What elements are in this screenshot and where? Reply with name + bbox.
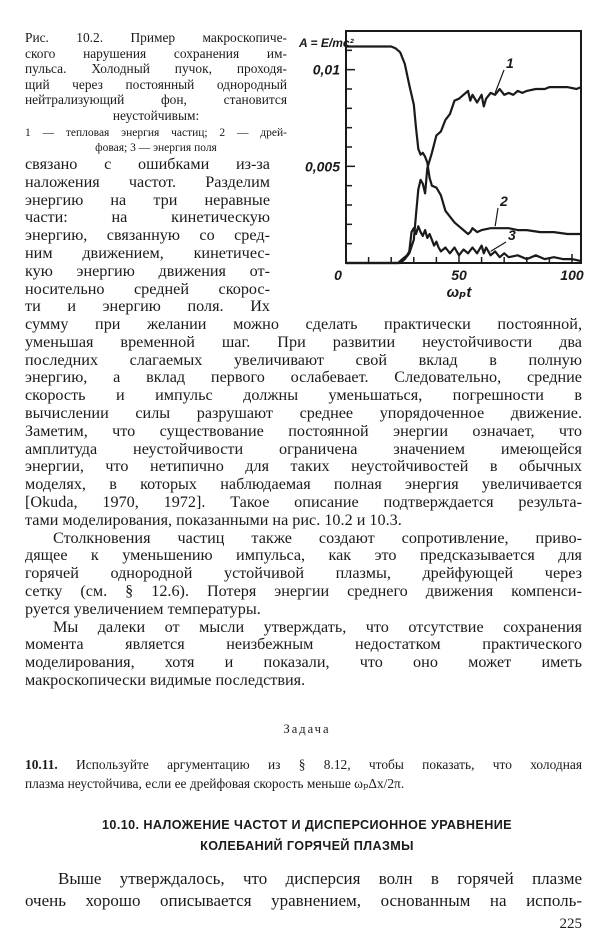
text-line: тами моделирования, показанными на рис. … <box>25 510 402 529</box>
text-line: руется увеличением температуры. <box>25 599 261 618</box>
text-line: ним движением, кинетичес- <box>25 243 270 262</box>
text-line: части: на кинетическую <box>25 208 270 227</box>
caption-legend-line: 1 — тепловая энергия частиц; 2 — дрей- <box>25 126 287 139</box>
caption-line: пульса. Холодный пучок, проходя- <box>25 61 287 77</box>
text-line: Мы далеки от мысли утверждать, что отсут… <box>53 617 582 636</box>
page-number: 225 <box>559 916 583 932</box>
section-heading-line: 10.10. НАЛОЖЕНИЕ ЧАСТОТ И ДИСПЕРСИОННОЕ … <box>102 818 512 832</box>
y-axis-label: A = E/mc² <box>298 36 355 50</box>
series-line-3 <box>346 225 582 265</box>
text-line: [Okuda, 1970, 1972]. Такое описание подт… <box>25 492 582 511</box>
text-line: моделях, в которых наблюдаемая полная эн… <box>25 475 582 494</box>
body-text-narrow: связано с ошибками из-за наложения частот… <box>25 155 270 316</box>
text-line: ти и энергию поля. Их <box>25 297 270 316</box>
section-heading: 10.10. НАЛОЖЕНИЕ ЧАСТОТ И ДИСПЕРСИОННОЕ … <box>0 815 614 857</box>
text-line: очень хорошо описывается уравнением, осн… <box>25 890 582 910</box>
curve-label-leader <box>494 207 499 227</box>
curve-label-leader <box>494 69 505 94</box>
caption-legend-line: фовая; 3 — энергия поля <box>95 142 217 155</box>
y-tick-label: 0,01 <box>313 62 340 78</box>
text-line: дящее к уменьшению импульса, как это пре… <box>25 546 582 565</box>
curve-label: 1 <box>506 55 514 71</box>
text-line: носительно средней скорос- <box>25 279 270 298</box>
curve-label: 2 <box>499 193 508 209</box>
text-line: уменьшая временной шаг. При развитии неу… <box>25 332 582 351</box>
y-tick-label: 0,005 <box>305 158 340 174</box>
text-line: энергию, связанную со сред- <box>25 226 270 245</box>
energy-chart: A = E/mc² 0,005 0,01 0 50 100 ωₚt 1 2 3 <box>298 30 584 301</box>
text-line: амплитуда неустойчивости ограничена знач… <box>25 439 582 458</box>
text-line: Столкновения частиц также создают сопрот… <box>53 528 582 547</box>
series-line-1 <box>346 85 582 265</box>
text-line: вычислении силы разрушают среднее упоряд… <box>25 403 582 422</box>
caption-line: щий через постоянный однородный <box>25 76 287 92</box>
text-line: энергию на три неравные <box>25 190 270 209</box>
text-line: Выше утверждалось, что дисперсия волн в … <box>58 869 582 888</box>
text-line: связано с ошибками из-за <box>25 155 270 173</box>
body-text-end: Выше утверждалось, что дисперсия волн в … <box>25 868 582 911</box>
x-tick-label: 50 <box>451 267 467 283</box>
x-tick-label: 0 <box>334 267 342 283</box>
text-line: моделирования, хотя и показали, что оно … <box>25 653 582 672</box>
figure-caption: Рис. 10.2. Пример макроскопиче- ского на… <box>25 30 287 157</box>
curve-label-leader <box>490 241 507 252</box>
text-line: энергию, а вклад первого ослабевает. Сле… <box>25 368 582 387</box>
caption-line: неустойчивым: <box>112 107 200 123</box>
caption-line: нейтрализующий фон, становится <box>25 92 287 108</box>
task-10-11: 10.11. Используйте аргументацию из § 8.1… <box>25 756 582 793</box>
x-axis-label: ωₚt <box>447 284 473 301</box>
series-line-2 <box>346 45 581 236</box>
text-line: наложения частот. Разделим <box>25 172 270 191</box>
body-text: сумму при желании можно сделать практиче… <box>25 315 582 690</box>
text-line: кую энергию движения от- <box>25 261 270 280</box>
text-line: горячей однородной устойчивой плазмы, др… <box>25 564 582 583</box>
text-line: энергии, что нетипично для таких неустой… <box>25 457 582 476</box>
text-line: момента является неизбежным недостатком … <box>25 635 582 654</box>
plot-frame <box>345 30 582 264</box>
task-text: плазма неустойчива, если ее дрейфовая ск… <box>25 775 405 791</box>
caption-line: ского нарушения сохранения им- <box>25 45 287 61</box>
text-line: макроскопически видимые последствия. <box>25 670 306 689</box>
text-line: сумму при желании можно сделать практиче… <box>25 315 582 333</box>
x-tick-label: 100 <box>560 267 584 283</box>
text-line: сетку (см. § 12.6). Потеря энергии средн… <box>25 581 582 600</box>
text-line: последних слагаемых увеличивают свой вкл… <box>25 350 582 369</box>
caption-line: Рис. 10.2. Пример макроскопиче- <box>25 30 287 45</box>
task-number: 10.11. <box>25 757 58 772</box>
task-text: Используйте аргументацию из § 8.12, чтоб… <box>76 757 582 772</box>
curve-label: 3 <box>508 227 516 243</box>
task-heading: Задача <box>283 722 331 736</box>
text-line: Заметим, что существование постоянной эн… <box>25 421 582 440</box>
section-heading-line: КОЛЕБАНИЙ ГОРЯЧЕЙ ПЛАЗМЫ <box>200 839 414 853</box>
text-line: скорость и импульс должны уменьшаться, п… <box>25 386 582 405</box>
